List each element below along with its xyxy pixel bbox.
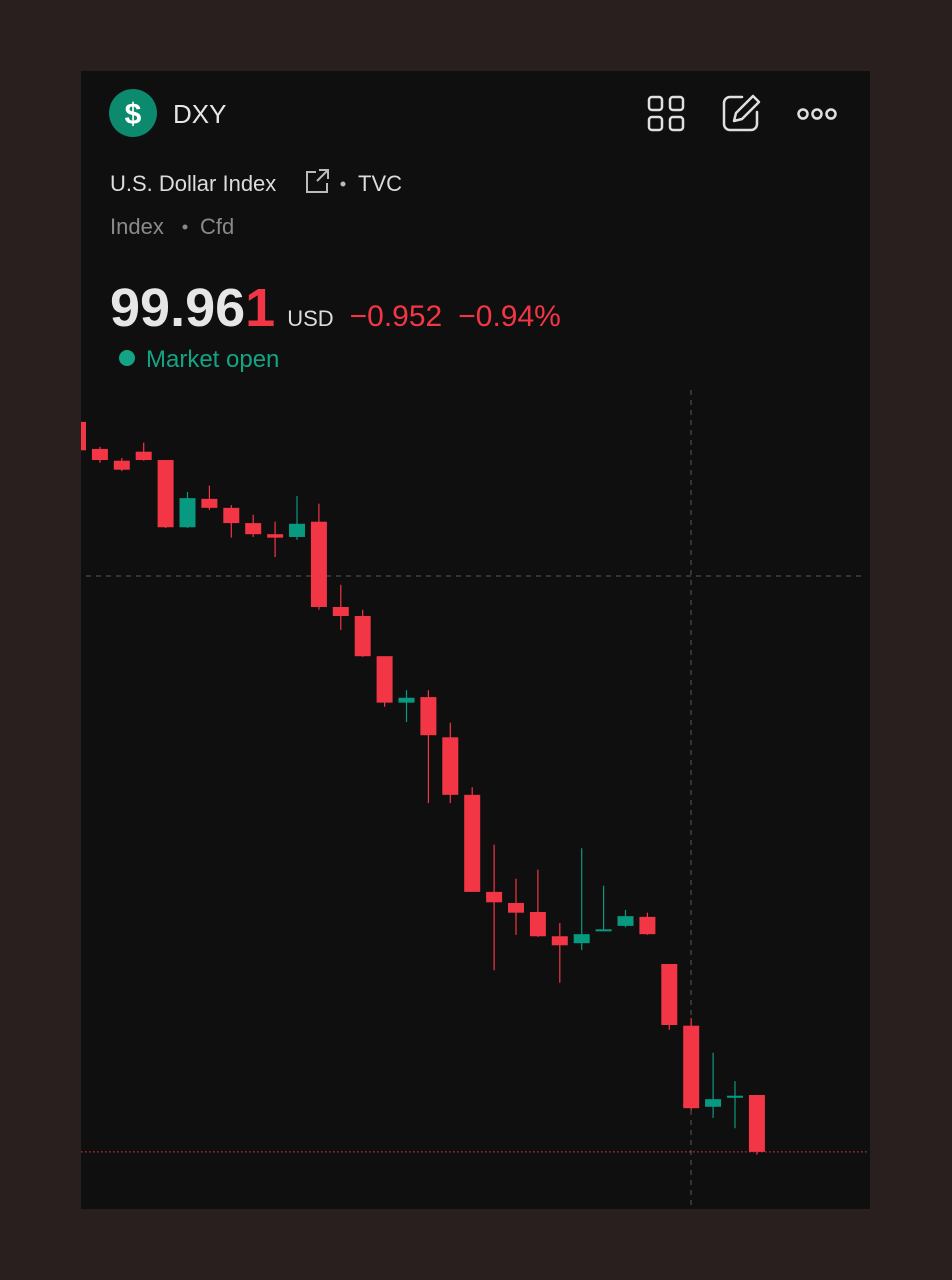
price-change-percent: −0.94% (458, 300, 561, 333)
candle-body (639, 916, 656, 935)
candle-body (376, 656, 393, 703)
separator-dot (340, 181, 346, 187)
candle-body (157, 460, 174, 528)
candle-body (442, 737, 459, 795)
instrument-name[interactable]: U.S. Dollar Index (110, 171, 276, 196)
candle-body (617, 916, 634, 926)
chart[interactable] (70, 390, 869, 1208)
candle-body (727, 1095, 743, 1098)
candle-body (310, 521, 327, 607)
candle-body (683, 1025, 700, 1109)
edit-button[interactable] (722, 94, 761, 132)
candle-body (332, 606, 349, 616)
currency: USD (287, 306, 333, 331)
candle-body (223, 507, 240, 524)
candle-body (573, 934, 590, 944)
market-status: Market open (146, 346, 279, 373)
candle-body (398, 697, 415, 703)
more-button[interactable] (797, 108, 837, 120)
candle-body (551, 936, 568, 946)
price-last-digit: 1 (245, 278, 275, 338)
ticker[interactable]: DXY (173, 99, 226, 129)
candle-body (661, 963, 678, 1025)
panel (81, 71, 870, 1209)
status-dot (119, 350, 135, 366)
candle-body (245, 523, 262, 535)
candle-body (267, 534, 284, 538)
candle-body (705, 1099, 722, 1107)
instrument-type: Cfd (200, 214, 234, 239)
candle-body (420, 697, 437, 736)
candle-body (595, 929, 612, 932)
candle-body (464, 794, 481, 892)
candle-body (748, 1095, 765, 1152)
exchange: TVC (358, 171, 402, 196)
candle-body (486, 891, 503, 903)
candle-body (81, 421, 86, 451)
logo (109, 89, 157, 137)
candle-body (113, 460, 130, 470)
price: 99.961 USD −0.952 −0.94% (110, 278, 561, 338)
logo-symbol: $ (125, 98, 142, 131)
layout-button[interactable] (647, 95, 685, 132)
candle-body (91, 448, 108, 461)
candle-body (508, 902, 524, 913)
separator-dot (182, 224, 188, 230)
candle-body (529, 911, 546, 937)
external-link-icon[interactable] (306, 169, 329, 193)
instrument-kind: Index (110, 214, 164, 239)
candle-body (179, 498, 196, 528)
price-main: 99.96 (110, 278, 245, 338)
price-change: −0.952 (350, 300, 443, 333)
candle-body (135, 451, 152, 461)
candle-body (354, 615, 371, 657)
candle-body (201, 498, 218, 508)
candle-body (289, 523, 305, 537)
